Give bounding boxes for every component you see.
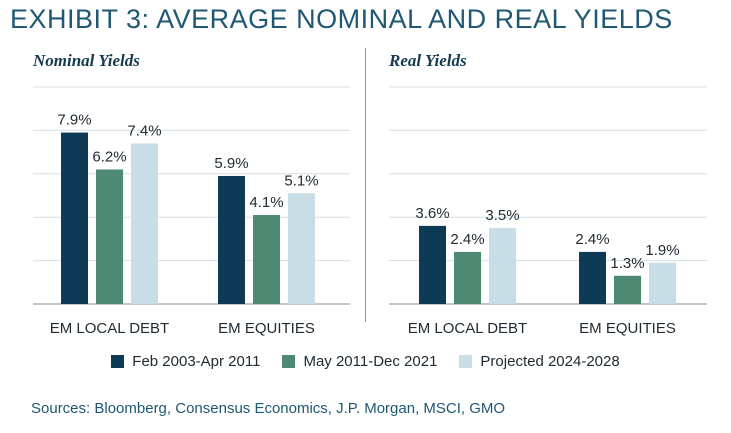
legend-swatch-series3 bbox=[459, 355, 473, 368]
data-label: 4.1% bbox=[249, 194, 283, 211]
legend-swatch-series2 bbox=[282, 355, 296, 368]
legend-item-series3: Projected 2024-2028 bbox=[459, 353, 620, 370]
bar bbox=[96, 169, 123, 304]
bar bbox=[649, 262, 676, 304]
data-label: 2.4% bbox=[450, 231, 484, 248]
data-label: 2.4% bbox=[575, 231, 609, 248]
legend-label-series1: Feb 2003-Apr 2011 bbox=[132, 353, 261, 370]
real-panel-title: Real Yields bbox=[389, 51, 467, 70]
data-label: 3.5% bbox=[485, 207, 519, 224]
data-label: 5.9% bbox=[214, 155, 248, 172]
data-label: 6.2% bbox=[92, 148, 126, 165]
data-label: 5.1% bbox=[284, 172, 318, 189]
bar bbox=[131, 143, 158, 304]
bar bbox=[579, 251, 606, 304]
nominal-panel-title: Nominal Yields bbox=[33, 51, 140, 70]
category-label: EM EQUITIES bbox=[218, 320, 315, 337]
legend-item-series1: Feb 2003-Apr 2011 bbox=[111, 353, 260, 370]
bar bbox=[61, 132, 88, 304]
panel-divider bbox=[365, 48, 366, 322]
legend-label-series2: May 2011-Dec 2021 bbox=[303, 353, 438, 370]
category-label: EM LOCAL DEBT bbox=[408, 320, 527, 337]
bar bbox=[218, 175, 245, 304]
data-label: 1.3% bbox=[610, 255, 644, 272]
exhibit-title: EXHIBIT 3: AVERAGE NOMINAL AND REAL YIEL… bbox=[10, 4, 673, 34]
bar bbox=[253, 215, 280, 304]
data-label: 7.9% bbox=[57, 112, 91, 129]
source-note: Sources: Bloomberg, Consensus Economics,… bbox=[31, 400, 506, 417]
bar bbox=[489, 228, 516, 304]
legend-label-series3: Projected 2024-2028 bbox=[480, 353, 620, 370]
data-label: 1.9% bbox=[645, 242, 679, 259]
bar bbox=[419, 225, 446, 304]
data-label: 7.4% bbox=[127, 122, 161, 139]
legend-swatch-series1 bbox=[111, 355, 125, 368]
bar bbox=[454, 251, 481, 304]
legend-item-series2: May 2011-Dec 2021 bbox=[282, 353, 437, 370]
category-label: EM EQUITIES bbox=[579, 320, 676, 337]
data-label: 3.6% bbox=[415, 205, 449, 222]
bar bbox=[288, 193, 315, 304]
bar bbox=[614, 275, 641, 304]
legend: Feb 2003-Apr 2011 May 2011-Dec 2021 Proj… bbox=[0, 353, 731, 370]
category-label: EM LOCAL DEBT bbox=[50, 320, 169, 337]
